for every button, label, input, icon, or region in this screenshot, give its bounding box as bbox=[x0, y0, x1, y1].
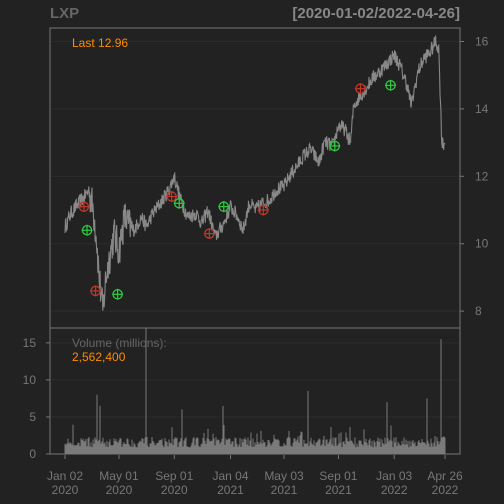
price-y-tick-label: 12 bbox=[475, 169, 489, 183]
sell-signal-marker bbox=[90, 285, 102, 297]
x-tick-label: 2021 bbox=[325, 483, 352, 497]
chart-title-symbol: LXP bbox=[50, 5, 80, 22]
price-y-tick-label: 16 bbox=[475, 34, 489, 48]
x-tick-label: 2020 bbox=[106, 483, 133, 497]
volume-value-label: 2,562,400 bbox=[72, 350, 126, 364]
price-y-tick-label: 8 bbox=[475, 304, 482, 318]
volume-y-axis: 0 5 10 15 bbox=[23, 336, 50, 461]
price-grid bbox=[51, 40, 459, 312]
x-tick-label: Jan 03 bbox=[376, 469, 412, 483]
sell-signal-marker bbox=[203, 228, 215, 240]
price-y-tick-label: 10 bbox=[475, 237, 489, 251]
sell-signal-marker bbox=[257, 204, 269, 216]
x-tick-label: 2020 bbox=[161, 483, 188, 497]
x-tick-label: 2020 bbox=[52, 483, 79, 497]
x-tick-label: 2021 bbox=[217, 483, 244, 497]
buy-signal-marker bbox=[173, 197, 185, 209]
sell-signal-marker bbox=[78, 201, 90, 213]
x-tick-label: Apr 26 bbox=[427, 469, 463, 483]
x-tick-label: Jan 04 bbox=[212, 469, 248, 483]
x-tick-label: Sep 01 bbox=[319, 469, 357, 483]
sell-signal-marker bbox=[166, 191, 178, 203]
last-price-label: Last 12.96 bbox=[72, 36, 128, 50]
x-tick-label: 2022 bbox=[432, 483, 459, 497]
volume-y-tick-label: 10 bbox=[23, 373, 37, 387]
x-tick-label: Sep 01 bbox=[155, 469, 193, 483]
x-tick-label: May 03 bbox=[264, 469, 304, 483]
volume-y-tick-label: 0 bbox=[29, 447, 36, 461]
price-y-axis: 8 10 12 14 16 bbox=[460, 34, 489, 318]
chart-date-range: [2020-01-02/2022-04-26] bbox=[292, 5, 460, 22]
volume-grid bbox=[51, 342, 459, 418]
buy-signal-marker bbox=[81, 224, 93, 236]
volume-y-tick-label: 15 bbox=[23, 336, 37, 350]
volume-bars bbox=[64, 328, 446, 454]
x-tick-label: 2022 bbox=[381, 483, 408, 497]
volume-label: Volume (millions): bbox=[72, 336, 167, 350]
signal-markers bbox=[78, 79, 397, 300]
volume-y-tick-label: 5 bbox=[29, 410, 36, 424]
x-tick-label: 2021 bbox=[271, 483, 298, 497]
x-tick-label: May 01 bbox=[99, 469, 139, 483]
buy-signal-marker bbox=[329, 140, 341, 152]
buy-signal-marker bbox=[218, 201, 230, 213]
x-tick-label: Jan 02 bbox=[47, 469, 83, 483]
sell-signal-marker bbox=[354, 83, 366, 95]
price-series-line bbox=[64, 35, 446, 311]
buy-signal-marker bbox=[385, 79, 397, 91]
price-panel-frame bbox=[49, 27, 461, 329]
price-y-tick-label: 14 bbox=[475, 102, 489, 116]
buy-signal-marker bbox=[112, 288, 124, 300]
